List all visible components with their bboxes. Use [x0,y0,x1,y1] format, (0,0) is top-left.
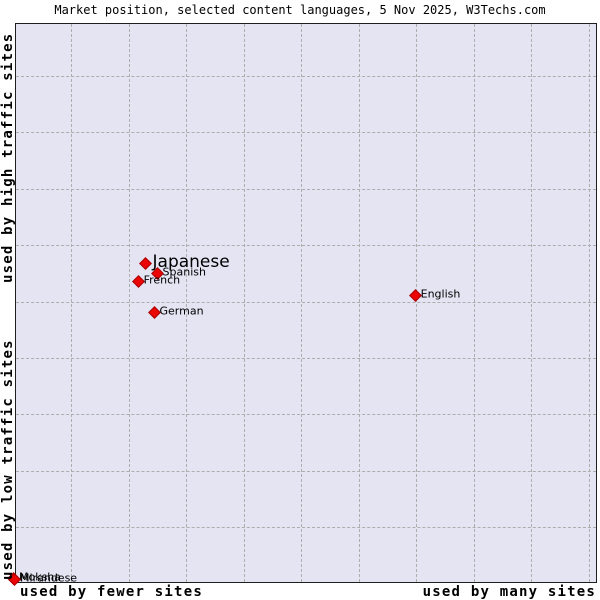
gridline-horizontal [16,132,596,134]
diamond-marker-icon [408,289,422,302]
gridline-horizontal [16,358,596,359]
plot-area: Japanese Spanish French German English Moksha… [7,23,597,586]
gridline-vertical [473,24,475,582]
diamond-marker-icon [138,257,152,271]
gridline-vertical [588,24,590,582]
point-label-french: French [143,273,181,287]
gridline-horizontal [16,188,596,190]
gridline-vertical [416,24,417,582]
gridline-vertical [186,24,187,582]
gridline-horizontal [16,470,596,472]
gridline-vertical [301,24,302,582]
gridline-vertical [531,24,532,582]
chart-title: Market position, selected content langua… [54,3,546,17]
gridline-horizontal [16,76,596,77]
y-axis-label-high-traffic: used by high traffic sites [0,32,16,283]
gridline-horizontal [16,301,596,303]
point-label-moksha: Moksha [18,570,62,584]
point-label-japanese: Japanese [152,252,230,273]
gridline-vertical [128,24,130,582]
gridline-vertical [71,24,72,582]
gridline-vertical [243,24,245,582]
point-label-german: German [159,304,204,318]
x-axis-label-fewer-sites: used by fewer sites [20,584,203,600]
diamond-marker-icon [131,275,145,288]
point-label-spanish: Spanish [162,265,206,279]
point-label-english: English [420,287,461,301]
x-axis-label-many-sites: used by many sites [422,584,596,600]
gridline-vertical [358,24,360,582]
gridline-horizontal [16,527,596,529]
y-axis-label-low-traffic: used by low traffic sites [0,339,16,580]
gridline-horizontal [16,414,596,416]
gridline-horizontal [16,245,596,247]
point-label-mirandese: Mirandese [20,571,78,585]
diamond-marker-icon [147,306,161,319]
